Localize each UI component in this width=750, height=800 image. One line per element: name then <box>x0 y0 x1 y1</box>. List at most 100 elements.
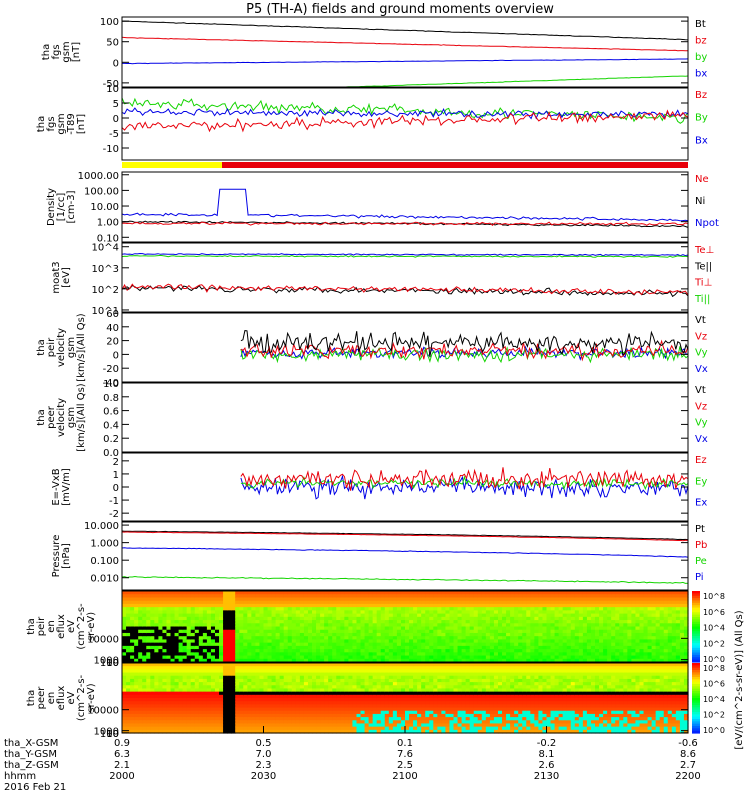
spectrogram-cell <box>514 649 519 653</box>
spectrogram-cell <box>344 610 349 615</box>
spectrogram-cell <box>550 642 556 647</box>
spectrogram-cell <box>194 603 200 608</box>
spectrogram-cell <box>255 663 261 667</box>
spectrogram-cell <box>134 620 139 624</box>
spectrogram-cell <box>392 704 398 709</box>
spectrogram-cell <box>364 663 370 667</box>
spectrogram-cell <box>603 610 608 615</box>
spectrogram-cell <box>627 623 632 628</box>
spectrogram-cell <box>263 642 269 647</box>
spectrogram-cell <box>372 723 378 728</box>
spectrogram-cell <box>332 597 337 602</box>
spectrogram-cell <box>259 723 265 728</box>
spectrogram-cell <box>376 710 382 715</box>
spectrogram-cell <box>271 626 277 631</box>
spectrogram-cell <box>275 603 281 608</box>
spectrogram-cell <box>413 600 418 605</box>
spectrogram-cell <box>122 616 127 621</box>
spectrogram-cell <box>198 645 204 650</box>
spectrogram-cell <box>287 729 293 734</box>
spectrogram-cell <box>566 613 572 618</box>
spectrogram-cell <box>206 720 212 725</box>
spectrogram-cell <box>291 710 297 715</box>
spectrogram-cell <box>425 701 430 705</box>
spectrogram-cell <box>283 682 289 686</box>
spectrogram-cell <box>356 610 362 615</box>
spectrogram-cell <box>409 669 414 674</box>
spectrogram-cell <box>562 591 568 595</box>
spectrogram-cell <box>251 729 257 734</box>
spectrogram-cell <box>170 639 176 644</box>
spectrogram-cell <box>150 688 155 693</box>
spectrogram-cell <box>655 626 661 631</box>
spectrogram-cell <box>283 649 289 653</box>
spectrogram-cell <box>263 655 269 660</box>
spectrogram-cell <box>259 672 265 677</box>
spectrogram-cell <box>130 694 135 699</box>
spectrogram-cell <box>312 694 317 699</box>
spectrogram-cell <box>162 710 168 715</box>
spectrogram-cell <box>263 675 269 680</box>
spectrogram-cell <box>239 616 244 621</box>
spectrogram-cell <box>352 707 358 712</box>
spectrogram-cell <box>150 645 155 650</box>
spectrogram-cell <box>255 723 261 728</box>
spectrogram-cell <box>502 649 507 653</box>
spectrogram-cell <box>380 720 386 725</box>
spectrogram-cell <box>481 623 487 628</box>
spectrogram-cell <box>239 626 244 631</box>
spectrogram-cell <box>405 658 410 663</box>
spectrogram-cell <box>635 607 641 611</box>
spectrogram-cell <box>198 600 204 605</box>
spectrogram-cell <box>437 600 442 605</box>
spectrogram-cell <box>384 698 390 702</box>
series-line-Ex <box>240 474 689 500</box>
spectrogram-cell <box>146 713 151 718</box>
spectrogram-cell <box>619 623 624 628</box>
spectrogram-cell <box>405 655 410 660</box>
spectrogram-cell <box>198 704 204 709</box>
spectrogram-cell <box>150 629 155 634</box>
spectrogram-cell <box>247 698 252 702</box>
spectrogram-cell <box>465 623 471 628</box>
spectrogram-cell <box>558 652 564 657</box>
spectrogram-cell <box>122 675 127 680</box>
spectrogram-cell <box>186 698 192 702</box>
y-axis-label: fgs <box>51 44 62 59</box>
spectrogram-cell <box>283 694 289 699</box>
spectrogram-cell <box>409 663 414 667</box>
spectrogram-cell <box>413 666 418 670</box>
spectrogram-cell <box>671 642 677 647</box>
spectrogram-cell <box>287 698 293 702</box>
spectrogram-cell <box>384 669 390 674</box>
spectrogram-cell <box>198 717 204 721</box>
spectrogram-cell <box>405 694 410 699</box>
spectrogram-cell <box>627 636 632 641</box>
spectrogram-cell <box>421 613 426 618</box>
spectrogram-cell <box>538 591 544 595</box>
spectrogram-cell <box>206 694 212 699</box>
spectrogram-cell <box>194 672 200 677</box>
spectrogram-cell <box>210 594 216 599</box>
spectrogram-cell <box>182 642 188 647</box>
spectrogram-cell <box>445 620 451 624</box>
spectrogram-cell <box>235 723 240 728</box>
spectrogram-cell <box>259 597 265 602</box>
spectrogram-cell <box>271 642 277 647</box>
spectrogram-cell <box>558 594 564 599</box>
spectrogram-cell <box>332 642 337 647</box>
spectrogram-cell <box>287 632 293 637</box>
spectrogram-cell <box>352 688 358 693</box>
spectrogram-cell <box>409 723 414 728</box>
spectrogram-cell <box>134 723 139 728</box>
spectrogram-cell <box>663 645 669 650</box>
spectrogram-cell <box>671 591 677 595</box>
spectrogram-cell <box>542 620 548 624</box>
spectrogram-cell <box>142 685 147 690</box>
spectrogram-cell <box>291 707 297 712</box>
spectrogram-cell <box>526 591 531 595</box>
spectrogram-cell <box>122 669 127 674</box>
spectrogram-cell <box>392 682 398 686</box>
spectrogram-cell <box>623 639 628 644</box>
spectrogram-cell <box>522 636 527 641</box>
